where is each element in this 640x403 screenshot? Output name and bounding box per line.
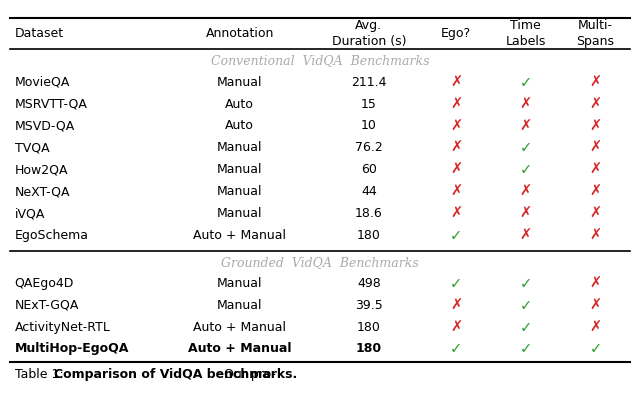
Text: Comparison of VidQA benchmarks.: Comparison of VidQA benchmarks. bbox=[54, 368, 298, 381]
Text: Manual: Manual bbox=[217, 299, 262, 312]
Text: 18.6: 18.6 bbox=[355, 207, 383, 220]
Text: Auto + Manual: Auto + Manual bbox=[193, 320, 286, 334]
Text: ✗: ✗ bbox=[589, 206, 602, 221]
Text: MovieQA: MovieQA bbox=[15, 76, 70, 89]
Text: ✗: ✗ bbox=[520, 206, 532, 221]
Text: ✓: ✓ bbox=[520, 75, 532, 89]
Text: MultiHop-EgoQA: MultiHop-EgoQA bbox=[15, 343, 129, 355]
Text: ActivityNet-RTL: ActivityNet-RTL bbox=[15, 320, 111, 334]
Text: 39.5: 39.5 bbox=[355, 299, 383, 312]
Text: ✗: ✗ bbox=[589, 298, 602, 313]
Text: Auto + Manual: Auto + Manual bbox=[188, 343, 292, 355]
Text: ✗: ✗ bbox=[589, 97, 602, 112]
Text: ✓: ✓ bbox=[589, 341, 602, 356]
Text: Dataset: Dataset bbox=[15, 27, 64, 40]
Text: ✗: ✗ bbox=[589, 75, 602, 89]
Text: ✗: ✗ bbox=[450, 184, 462, 199]
Text: ✓: ✓ bbox=[450, 341, 462, 356]
Text: ✗: ✗ bbox=[589, 276, 602, 291]
Text: ✗: ✗ bbox=[589, 140, 602, 155]
Text: Manual: Manual bbox=[217, 163, 262, 176]
Text: How2QA: How2QA bbox=[15, 163, 68, 176]
Text: ✓: ✓ bbox=[450, 228, 462, 243]
Text: ✗: ✗ bbox=[450, 75, 462, 89]
Text: ✗: ✗ bbox=[520, 228, 532, 243]
Text: Manual: Manual bbox=[217, 185, 262, 198]
Text: Ego?: Ego? bbox=[441, 27, 471, 40]
Text: ✗: ✗ bbox=[589, 162, 602, 177]
Text: Annotation: Annotation bbox=[205, 27, 274, 40]
Text: Auto + Manual: Auto + Manual bbox=[193, 229, 286, 242]
Text: 10: 10 bbox=[361, 119, 377, 133]
Text: Auto: Auto bbox=[225, 119, 254, 133]
Text: NeXT-QA: NeXT-QA bbox=[15, 185, 70, 198]
Text: Auto: Auto bbox=[225, 98, 254, 110]
Text: ✗: ✗ bbox=[450, 97, 462, 112]
Text: ✗: ✗ bbox=[450, 162, 462, 177]
Text: 180: 180 bbox=[357, 229, 381, 242]
Text: Multi-
Spans: Multi- Spans bbox=[577, 19, 614, 48]
Text: Avg.
Duration (s): Avg. Duration (s) bbox=[332, 19, 406, 48]
Text: Manual: Manual bbox=[217, 277, 262, 290]
Text: Conventional  VidQA  Benchmarks: Conventional VidQA Benchmarks bbox=[211, 54, 429, 68]
Text: ✗: ✗ bbox=[589, 118, 602, 133]
Text: ✗: ✗ bbox=[450, 118, 462, 133]
Text: Manual: Manual bbox=[217, 207, 262, 220]
Text: ✗: ✗ bbox=[520, 118, 532, 133]
Text: iVQA: iVQA bbox=[15, 207, 45, 220]
Text: 15: 15 bbox=[361, 98, 377, 110]
Text: ✗: ✗ bbox=[520, 97, 532, 112]
Text: Manual: Manual bbox=[217, 141, 262, 154]
Text: MSRVTT-QA: MSRVTT-QA bbox=[15, 98, 88, 110]
Text: ✓: ✓ bbox=[520, 276, 532, 291]
Text: 60: 60 bbox=[361, 163, 377, 176]
Text: 211.4: 211.4 bbox=[351, 76, 387, 89]
Text: ✗: ✗ bbox=[589, 184, 602, 199]
Text: Time
Labels: Time Labels bbox=[506, 19, 546, 48]
Text: QAEgo4D: QAEgo4D bbox=[15, 277, 74, 290]
Text: ✓: ✓ bbox=[520, 162, 532, 177]
Text: 44: 44 bbox=[361, 185, 377, 198]
Text: ✓: ✓ bbox=[520, 341, 532, 356]
Text: ✓: ✓ bbox=[520, 298, 532, 313]
Text: ✗: ✗ bbox=[450, 206, 462, 221]
Text: ✗: ✗ bbox=[589, 320, 602, 334]
Text: ✗: ✗ bbox=[450, 320, 462, 334]
Text: EgoSchema: EgoSchema bbox=[15, 229, 89, 242]
Text: ✗: ✗ bbox=[450, 140, 462, 155]
Text: MSVD-QA: MSVD-QA bbox=[15, 119, 75, 133]
Text: ✗: ✗ bbox=[450, 298, 462, 313]
Text: 76.2: 76.2 bbox=[355, 141, 383, 154]
Text: Our pro-: Our pro- bbox=[220, 368, 275, 381]
Text: Grounded  VidQA  Benchmarks: Grounded VidQA Benchmarks bbox=[221, 256, 419, 269]
Text: ✓: ✓ bbox=[520, 320, 532, 334]
Text: TVQA: TVQA bbox=[15, 141, 49, 154]
Text: 498: 498 bbox=[357, 277, 381, 290]
Text: 180: 180 bbox=[356, 343, 382, 355]
Text: NExT-GQA: NExT-GQA bbox=[15, 299, 79, 312]
Text: ✗: ✗ bbox=[520, 184, 532, 199]
Text: Manual: Manual bbox=[217, 76, 262, 89]
Text: ✓: ✓ bbox=[520, 140, 532, 155]
Text: 180: 180 bbox=[357, 320, 381, 334]
Text: ✗: ✗ bbox=[589, 228, 602, 243]
Text: ✓: ✓ bbox=[450, 276, 462, 291]
Text: Table 1:: Table 1: bbox=[15, 368, 67, 381]
